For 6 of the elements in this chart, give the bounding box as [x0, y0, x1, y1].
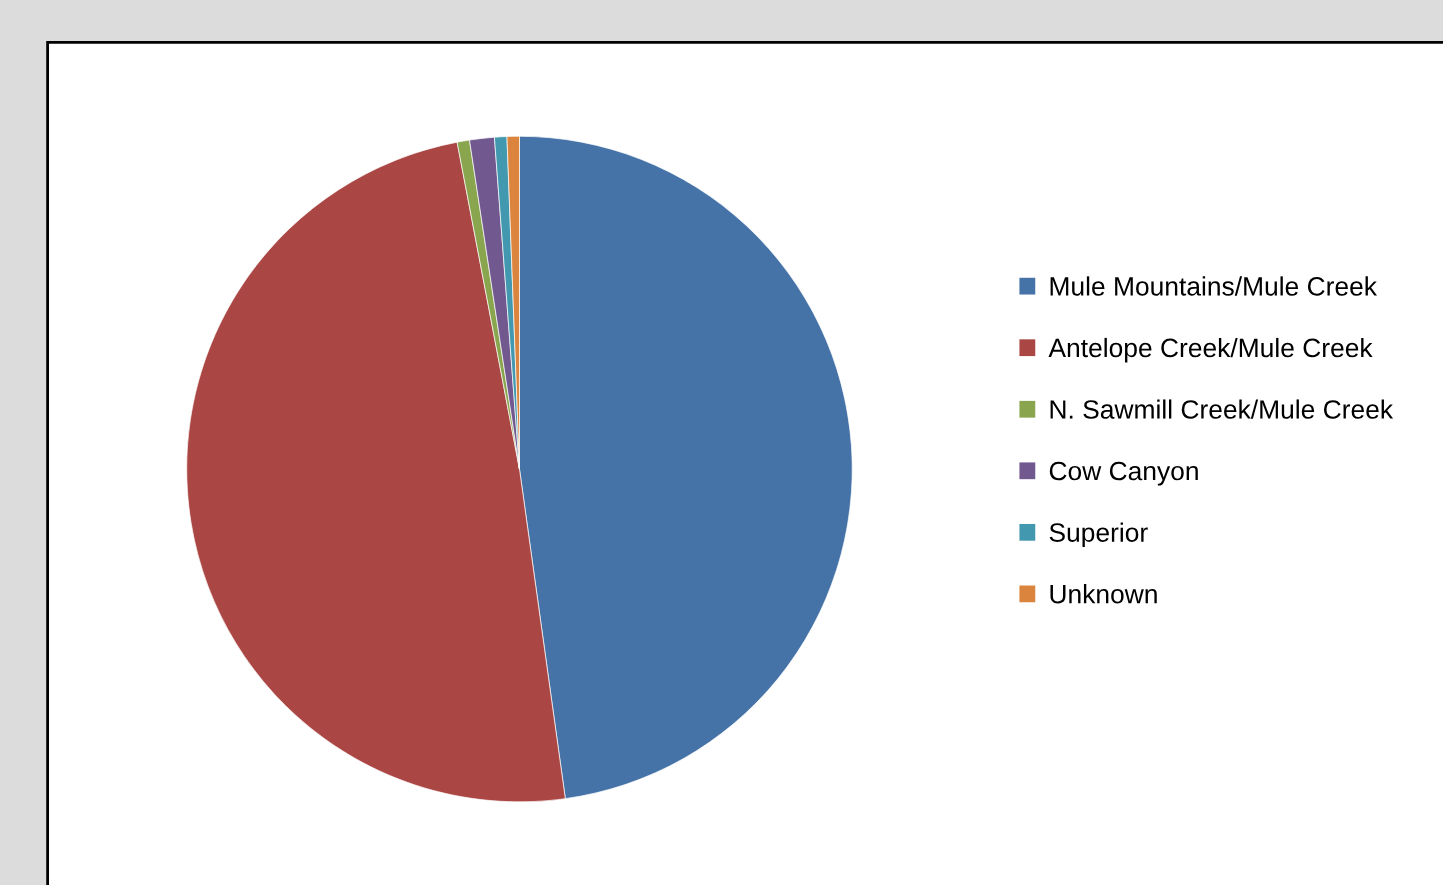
legend-label: N. Sawmill Creek/Mule Creek	[1050, 399, 1394, 419]
legend-label: Unknown	[1050, 584, 1157, 604]
legend-label: Cow Canyon	[1049, 461, 1198, 486]
legend-label: Superior	[1049, 522, 1148, 548]
legend-label: Mule Mountains/Mule Creek	[1050, 276, 1378, 296]
legend-label: Antelope Creek/Mule Creek	[1048, 337, 1373, 363]
